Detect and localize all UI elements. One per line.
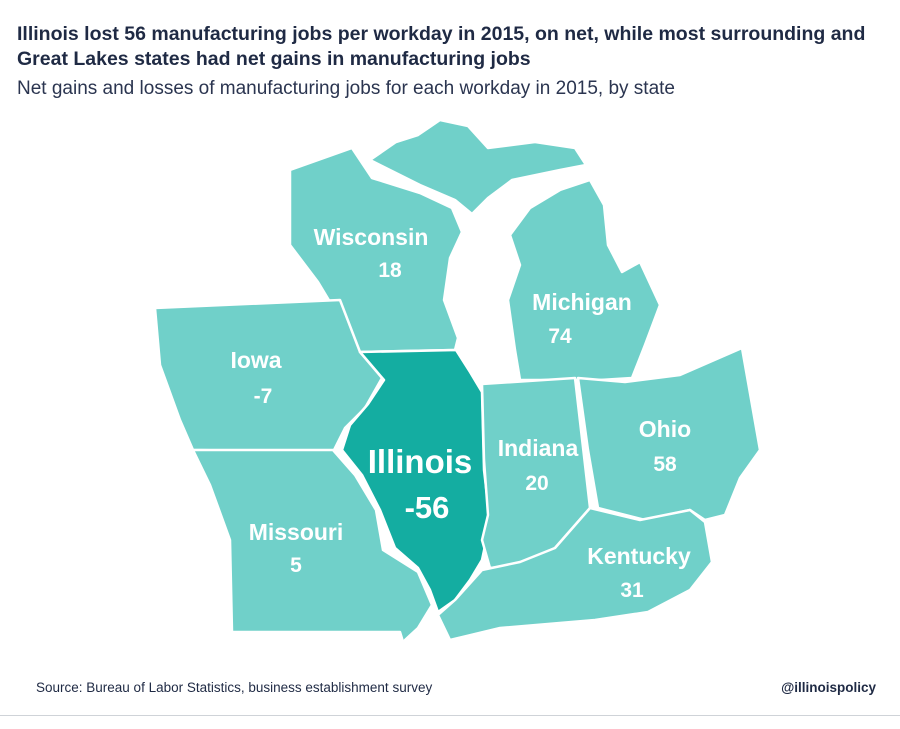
chart-subtitle: Net gains and losses of manufacturing jo… — [17, 78, 675, 99]
state-missouri[interactable] — [191, 448, 434, 660]
label-illinois-name: Illinois — [368, 443, 473, 480]
state-michigan-lower[interactable] — [506, 178, 662, 382]
source-note: Source: Bureau of Labor Statistics, busi… — [36, 680, 433, 695]
social-handle: @illinoispolicy — [781, 680, 876, 695]
state-kentucky[interactable] — [436, 506, 714, 642]
footer-divider — [0, 715, 900, 716]
label-ohio-value: 58 — [653, 453, 677, 476]
label-indiana-value: 20 — [525, 472, 548, 495]
label-kentucky-value: 31 — [620, 579, 644, 602]
label-michigan-value: 74 — [548, 325, 572, 348]
label-iowa-value: -7 — [254, 385, 273, 408]
label-ohio-name: Ohio — [639, 416, 691, 442]
label-indiana-name: Indiana — [498, 435, 579, 461]
label-iowa-name: Iowa — [230, 347, 281, 373]
state-michigan-upper[interactable] — [368, 118, 588, 216]
label-missouri-name: Missouri — [249, 519, 344, 545]
state-iowa[interactable] — [153, 298, 384, 454]
label-illinois-value: -56 — [405, 490, 450, 525]
label-wisconsin-name: Wisconsin — [314, 224, 429, 250]
chart-title: Illinois lost 56 manufacturing jobs per … — [17, 23, 866, 70]
state-ohio[interactable] — [576, 346, 762, 522]
label-missouri-value: 5 — [290, 554, 302, 577]
label-michigan-name: Michigan — [532, 289, 632, 315]
label-kentucky-name: Kentucky — [587, 543, 691, 569]
label-wisconsin-value: 18 — [378, 259, 402, 282]
